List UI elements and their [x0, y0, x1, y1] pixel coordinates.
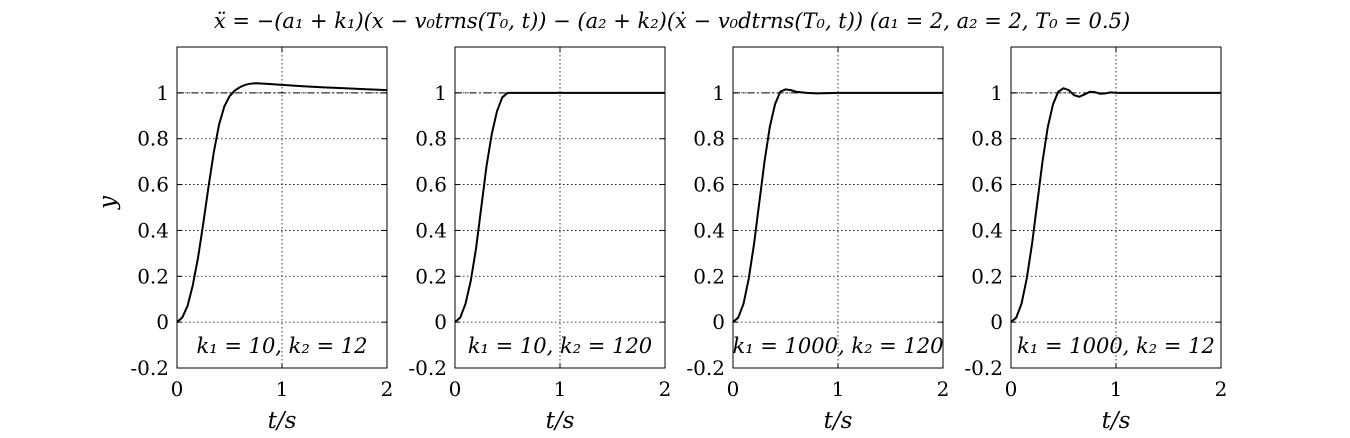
x-tick-label: 0: [727, 377, 740, 401]
y-tick-label: 0: [990, 310, 1003, 334]
y-tick-label: 1: [156, 81, 169, 105]
x-tick-label: 1: [832, 377, 845, 401]
x-tick-label: 2: [659, 377, 672, 401]
y-tick-label: 0.8: [693, 127, 725, 151]
parameter-annotation: k₁ = 1000, k₂ = 12: [1017, 334, 1215, 358]
subplot-2: -0.200.20.40.60.810 1 2k₁ = 10, k₂ = 120t/…: [408, 46, 672, 434]
y-tick-label: 0.6: [137, 173, 169, 197]
x-tick-label: 1: [1110, 377, 1123, 401]
x-tick-label: 0: [449, 377, 462, 401]
series-line: [1010, 87, 1221, 323]
y-tick-label: 0.6: [415, 173, 447, 197]
y-axis-label: y: [95, 195, 121, 210]
subplot-4: -0.200.20.40.60.810 1 2k₁ = 1000, k₂ = 12t…: [964, 46, 1228, 434]
subplot-grid: -0.200.20.40.60.810 1 2k₁ = 10, k₂ = 12t/s…: [95, 46, 1228, 434]
subplot-3: -0.200.20.40.60.810 1 2k₁ = 1000, k₂ = 120…: [686, 46, 950, 434]
series-line: [454, 91, 665, 323]
y-tick-label: -0.2: [130, 356, 169, 380]
x-tick-label: 2: [381, 377, 394, 401]
y-tick-label: 0.6: [693, 173, 725, 197]
x-axis-label: t/s: [1102, 408, 1131, 434]
x-axis-label: t/s: [546, 408, 575, 434]
y-tick-label: 0.8: [137, 127, 169, 151]
y-tick-label: 0: [156, 310, 169, 334]
y-tick-label: 0.4: [137, 218, 169, 242]
parameter-annotation: k₁ = 10, k₂ = 120: [468, 334, 652, 358]
x-tick-label: 1: [554, 377, 567, 401]
y-tick-label: 0.8: [971, 127, 1003, 151]
x-tick-label: 0: [1005, 377, 1018, 401]
figure-title: ẍ = −(a₁ + k₁)(x − v₀trns(T₀, t)) − (a₂ …: [214, 9, 1130, 33]
y-tick-label: 0.2: [693, 264, 725, 288]
x-tick-label: 2: [1215, 377, 1228, 401]
y-tick-label: -0.2: [686, 356, 725, 380]
x-tick-label: 1: [276, 377, 289, 401]
y-tick-label: 0.2: [415, 264, 447, 288]
y-tick-label: 0: [712, 310, 725, 334]
y-tick-label: 0.2: [971, 264, 1003, 288]
y-tick-label: 1: [712, 81, 725, 105]
y-tick-label: -0.2: [408, 356, 447, 380]
parameter-annotation: k₁ = 1000, k₂ = 120: [732, 334, 943, 358]
y-tick-label: 0.4: [971, 218, 1003, 242]
y-tick-label: -0.2: [964, 356, 1003, 380]
series-line: [176, 82, 388, 323]
y-tick-label: 0.8: [415, 127, 447, 151]
y-tick-label: 0.4: [693, 218, 725, 242]
x-axis-label: t/s: [268, 408, 297, 434]
y-tick-label: 0.6: [971, 173, 1003, 197]
y-tick-label: 0.4: [415, 218, 447, 242]
subplot-1: -0.200.20.40.60.810 1 2k₁ = 10, k₂ = 12t/s…: [95, 46, 394, 434]
parameter-annotation: k₁ = 10, k₂ = 12: [197, 334, 368, 358]
x-tick-label: 0: [171, 377, 184, 401]
series-line: [732, 88, 943, 323]
x-tick-label: 2: [937, 377, 950, 401]
y-tick-label: 1: [434, 81, 447, 105]
y-tick-label: 0.2: [137, 264, 169, 288]
y-tick-label: 1: [990, 81, 1003, 105]
x-axis-label: t/s: [824, 408, 853, 434]
y-tick-label: 0: [434, 310, 447, 334]
